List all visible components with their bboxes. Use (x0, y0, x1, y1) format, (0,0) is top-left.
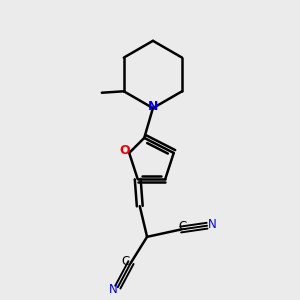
Text: O: O (119, 144, 130, 157)
Text: N: N (148, 100, 159, 113)
Text: N: N (208, 218, 217, 231)
Text: N: N (109, 283, 118, 296)
Text: C: C (178, 220, 186, 233)
Text: C: C (122, 255, 130, 268)
